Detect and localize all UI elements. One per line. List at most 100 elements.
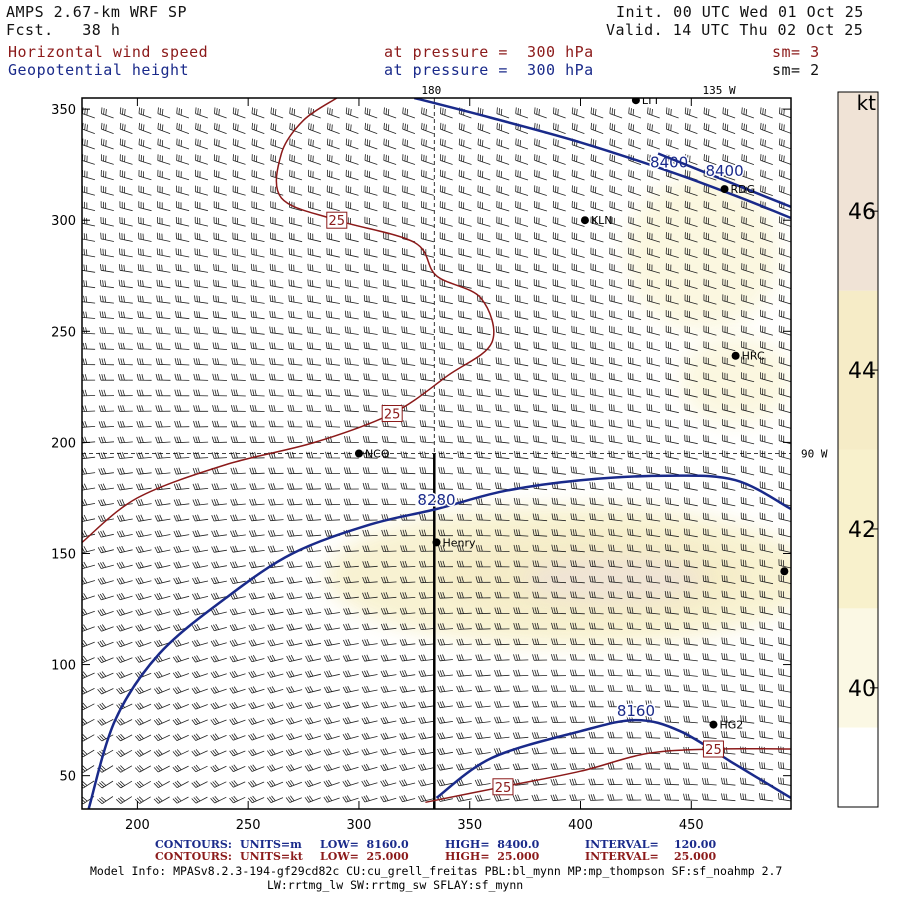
wind-barb bbox=[418, 763, 435, 771]
wind-barb bbox=[683, 622, 698, 631]
wind-barb bbox=[232, 232, 246, 242]
wind-barb bbox=[551, 653, 566, 661]
wind-barb bbox=[721, 715, 736, 724]
wind-barb bbox=[116, 796, 133, 804]
wind-barb bbox=[97, 718, 114, 726]
wind-barb bbox=[418, 607, 435, 615]
field2-label: Geopotential height bbox=[8, 61, 190, 79]
wind-barb bbox=[664, 559, 679, 569]
wind-barb bbox=[438, 482, 454, 490]
wind-barb bbox=[137, 279, 152, 289]
wind-barb bbox=[267, 623, 284, 631]
wind-barb bbox=[609, 279, 623, 289]
wind-barb bbox=[552, 372, 566, 382]
wind-barb bbox=[97, 702, 114, 711]
wind-barb bbox=[665, 544, 679, 553]
wind-barb bbox=[721, 528, 736, 538]
wind-barb bbox=[286, 701, 303, 709]
wind-barb bbox=[664, 590, 679, 600]
wind-barb bbox=[646, 325, 660, 336]
wind-barb bbox=[703, 216, 717, 227]
wind-barb bbox=[590, 310, 604, 320]
wind-barb bbox=[609, 356, 623, 367]
wind-barb bbox=[99, 326, 115, 335]
wind-barb bbox=[172, 764, 189, 773]
wind-barb bbox=[532, 497, 548, 506]
wind-barb bbox=[628, 325, 642, 336]
wind-barb bbox=[137, 311, 152, 319]
wind-barb bbox=[550, 669, 567, 677]
wind-barb bbox=[721, 793, 736, 802]
wind-barb bbox=[97, 608, 114, 616]
wind-barb bbox=[82, 217, 96, 227]
wind-barb bbox=[589, 591, 604, 599]
wind-barb bbox=[342, 763, 359, 772]
wind-barb bbox=[703, 294, 717, 305]
wind-barb bbox=[361, 763, 378, 772]
wind-barb bbox=[229, 686, 246, 694]
wind-barb bbox=[778, 356, 791, 367]
wind-barb bbox=[116, 686, 133, 695]
wind-barb bbox=[626, 700, 642, 708]
colorbar-tick-label: 46 bbox=[848, 200, 876, 225]
wind-barb bbox=[552, 263, 566, 274]
wind-barb bbox=[213, 248, 227, 258]
wind-barb bbox=[401, 326, 416, 335]
wind-barb bbox=[475, 654, 491, 661]
wind-barb bbox=[420, 341, 435, 351]
wind-barb bbox=[477, 122, 491, 134]
wind-barb bbox=[703, 387, 717, 398]
wind-barb bbox=[230, 451, 246, 459]
meridian-label: 135 W bbox=[702, 84, 735, 97]
wind-barb bbox=[230, 420, 246, 428]
wind-barb bbox=[308, 138, 321, 150]
wind-barb bbox=[512, 716, 529, 724]
wind-barb bbox=[740, 762, 755, 771]
wind-barb bbox=[665, 512, 679, 522]
station-dot bbox=[780, 567, 789, 576]
wind-barb bbox=[119, 154, 133, 165]
wind-barb bbox=[571, 154, 585, 165]
wind-barb bbox=[344, 389, 359, 397]
wind-barb bbox=[571, 341, 585, 351]
wind-barb bbox=[646, 450, 661, 460]
wind-barb bbox=[684, 122, 698, 134]
wind-barb bbox=[229, 639, 246, 647]
wind-barb bbox=[665, 310, 679, 320]
wind-barb bbox=[175, 279, 190, 289]
wind-barb bbox=[553, 107, 566, 119]
wind-barb bbox=[515, 122, 529, 134]
wind-barb bbox=[172, 655, 190, 663]
wind-barb bbox=[381, 482, 397, 490]
wind-barb bbox=[627, 356, 642, 367]
wind-barb bbox=[570, 450, 585, 460]
wind-barb bbox=[607, 700, 623, 708]
wind-barb bbox=[194, 232, 209, 242]
wind-barb bbox=[722, 138, 736, 150]
wind-barb bbox=[286, 686, 303, 694]
station-dot bbox=[731, 351, 740, 360]
wind-barb bbox=[778, 668, 791, 678]
wind-barb bbox=[401, 310, 416, 320]
wind-barb bbox=[571, 403, 585, 413]
wind-barb bbox=[456, 654, 472, 662]
wind-barb bbox=[267, 608, 284, 616]
wind-barb bbox=[590, 122, 604, 134]
wind-barb bbox=[138, 216, 152, 227]
wind-barb bbox=[420, 247, 435, 258]
wind-barb bbox=[532, 638, 548, 645]
wind-barb bbox=[117, 389, 133, 397]
wind-barb bbox=[249, 436, 265, 443]
wind-barb bbox=[684, 450, 698, 460]
wind-barb bbox=[231, 373, 246, 381]
wind-barb bbox=[157, 216, 171, 227]
wind-barb bbox=[193, 326, 209, 335]
wind-barb bbox=[665, 481, 679, 491]
wind-barb bbox=[229, 670, 246, 678]
wind-barb bbox=[399, 638, 416, 646]
y-tick-label: 350 bbox=[51, 103, 76, 118]
wind-barb bbox=[476, 341, 491, 351]
wind-barb bbox=[361, 670, 378, 678]
wind-barb bbox=[289, 122, 303, 134]
wind-barb bbox=[702, 699, 717, 708]
